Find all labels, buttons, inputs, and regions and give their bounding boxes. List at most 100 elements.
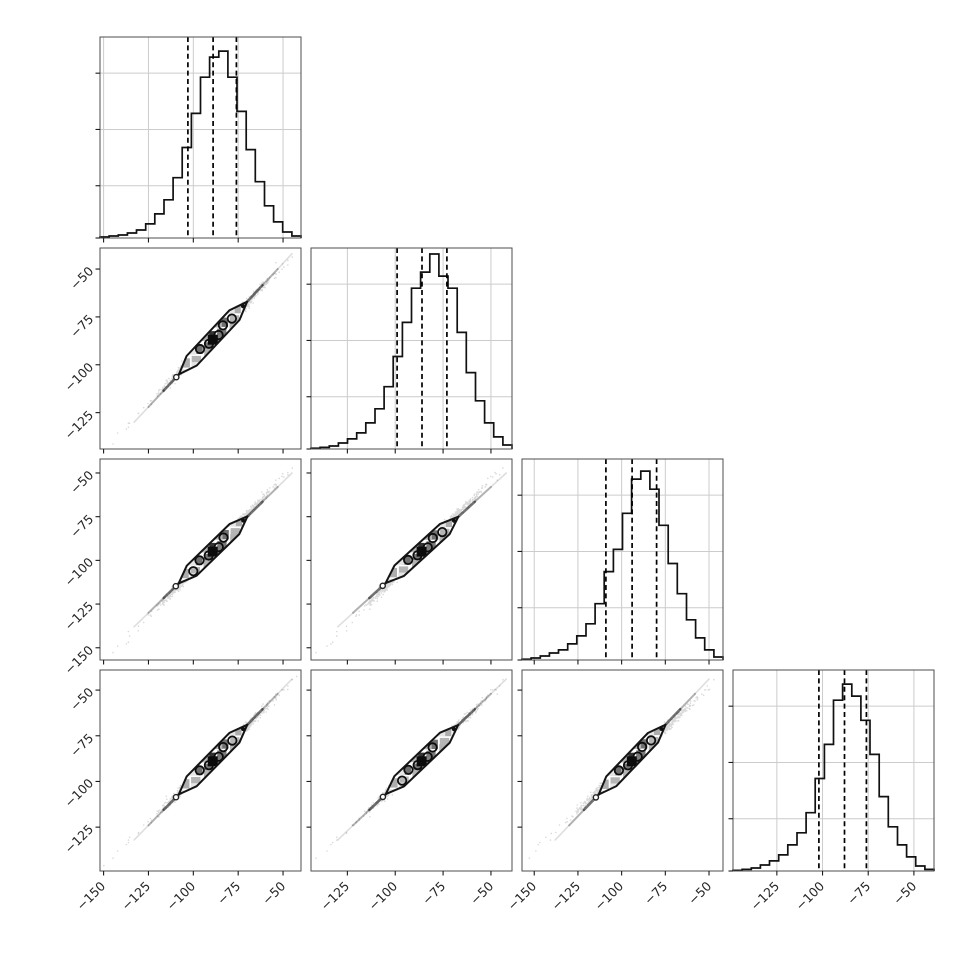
inner-contour-ring [632, 751, 643, 762]
inner-contour-ring [427, 742, 438, 753]
inner-contour-ring [194, 555, 205, 566]
density-bin [230, 528, 240, 538]
density-bin [442, 726, 452, 737]
scatter-density-core [473, 486, 492, 503]
scatter-density-core [336, 612, 354, 628]
inner-contour-ring [227, 735, 238, 746]
density-peak-bin [626, 756, 637, 767]
histogram-step-line [521, 470, 724, 661]
inner-contour-ring [188, 566, 199, 577]
scatter-density-core [490, 678, 508, 695]
scatter-density-core [490, 472, 508, 488]
scatter-panel-p3-vs-p2 [306, 458, 513, 665]
outlier-ring [172, 582, 180, 590]
density-bin [440, 528, 450, 539]
density-peak-bin [416, 546, 427, 557]
density-bin [180, 779, 190, 789]
scatter-density-core [261, 692, 279, 711]
density-peak-bin [207, 546, 218, 557]
contour-capsule [379, 515, 460, 590]
panel-border [521, 669, 724, 872]
scatter-density-core [276, 252, 293, 270]
contour-outline [177, 723, 249, 796]
density-bin [229, 315, 240, 325]
density-bin [230, 737, 240, 747]
density-bin [442, 517, 452, 528]
inner-contour-ring [194, 343, 206, 355]
density-peak-bin [416, 756, 427, 767]
panel-border [310, 669, 513, 872]
histogram-step-line [732, 683, 935, 872]
scatter-panel-p4-vs-p1 [95, 669, 302, 876]
density-bin [193, 344, 203, 354]
outlier-ring [173, 373, 180, 381]
density-bin [439, 737, 450, 748]
density-bin [388, 778, 398, 788]
density-bin [219, 739, 229, 749]
scatter-density-core [457, 707, 476, 727]
inner-contour-ring [622, 760, 634, 771]
inner-contour-ring [403, 764, 414, 775]
inner-contour-ring [412, 550, 423, 561]
inner-contour-ring [213, 751, 224, 762]
scatter-density-core [694, 678, 710, 695]
contour-outline [178, 300, 249, 376]
density-bin [219, 530, 229, 540]
scatter-density-core [147, 389, 165, 408]
scatter-density-core [352, 808, 371, 827]
scatter-density-core [473, 692, 492, 711]
density-bin [387, 568, 397, 578]
tip-density-dot [451, 727, 456, 732]
scatter-panel-p4-vs-p2 [306, 669, 513, 876]
panel-border [99, 458, 302, 661]
panel-border [99, 36, 302, 239]
density-bin [649, 736, 659, 747]
density-bin [399, 776, 409, 786]
tip-density-dot [241, 518, 246, 523]
inner-contour-ring [422, 751, 433, 762]
scatter-density-core [554, 824, 571, 841]
scatter-density-core [276, 678, 293, 695]
scatter-panel-p3-vs-p1 [95, 458, 302, 665]
inner-contour-ring [613, 765, 625, 776]
scatter-panel-p2-vs-p1 [95, 247, 302, 454]
density-bin [231, 304, 241, 314]
density-bin [428, 739, 438, 749]
density-bin [612, 766, 622, 776]
histogram-panel-p1 [95, 36, 302, 243]
histogram-step-line [310, 253, 513, 450]
density-bin [193, 765, 203, 776]
tip-density-dot [240, 304, 246, 309]
scatter-density-core [245, 707, 264, 727]
scatter-density-core [133, 824, 150, 841]
contour-outline [384, 515, 460, 585]
inner-contour-ring [203, 760, 215, 771]
outlier-ring [379, 793, 387, 801]
outlier-ring [172, 793, 180, 801]
inner-contour-ring [203, 550, 214, 561]
panel-border [310, 458, 513, 661]
inner-contour-ring [403, 554, 414, 566]
density-bin [401, 555, 411, 565]
density-bin [191, 355, 201, 366]
contour-capsule [379, 724, 460, 801]
outlier-ring [379, 582, 386, 590]
inner-contour-ring [412, 760, 423, 771]
scatter-density-core [147, 808, 165, 827]
histogram-panel-p2 [306, 247, 513, 454]
contour-outline [597, 723, 667, 796]
density-bin [191, 777, 201, 787]
outlier-ring [592, 794, 600, 801]
density-bin [638, 739, 648, 749]
scatter-density-core [147, 597, 165, 614]
contour-capsule [172, 723, 249, 801]
density-bin [232, 726, 242, 736]
density-bin [412, 763, 423, 773]
density-bin [412, 553, 422, 564]
density-bin [204, 342, 214, 352]
inner-contour-ring [213, 542, 224, 553]
scatter-density-core [276, 472, 293, 488]
tip-density-dot [241, 726, 246, 732]
density-bin [401, 765, 411, 775]
